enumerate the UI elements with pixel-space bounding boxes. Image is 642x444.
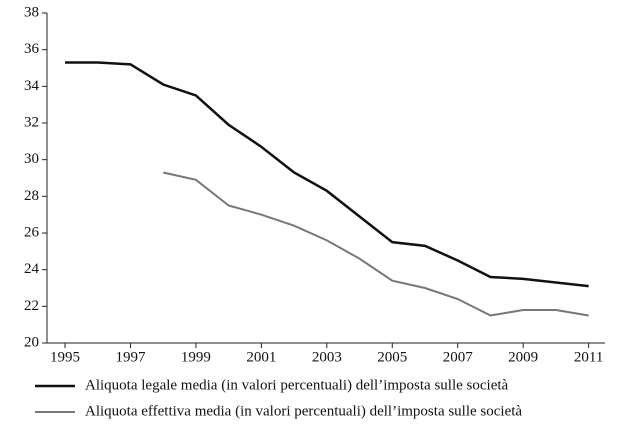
x-tick-label: 1999: [181, 349, 211, 365]
y-tick-label: 34: [24, 78, 40, 94]
x-tick-label: 2009: [508, 349, 538, 365]
data-line: [65, 61, 589, 288]
y-tick-label: 32: [24, 114, 39, 130]
x-tick-label: 1995: [50, 349, 80, 365]
y-tick-label: 36: [24, 41, 40, 57]
y-tick-label: 20: [24, 334, 39, 350]
x-tick-label: 2003: [312, 349, 342, 365]
legend-label: Aliquota legale media (in valori percent…: [85, 377, 509, 393]
x-tick-label: 1997: [115, 349, 146, 365]
x-tick-label: 2007: [443, 349, 474, 365]
y-tick-label: 26: [24, 224, 40, 240]
data-line: [162, 171, 589, 317]
x-tick-label: 2001: [246, 349, 276, 365]
x-tick-label: 2011: [574, 349, 603, 365]
y-tick-label: 22: [24, 298, 39, 314]
y-tick-label: 28: [24, 188, 39, 204]
y-tick-label: 38: [24, 4, 39, 20]
legend-label: Aliquota effettiva media (in valori perc…: [85, 403, 522, 419]
y-tick-label: 24: [24, 261, 40, 277]
y-tick-label: 30: [24, 151, 39, 167]
x-tick-label: 2005: [377, 349, 407, 365]
